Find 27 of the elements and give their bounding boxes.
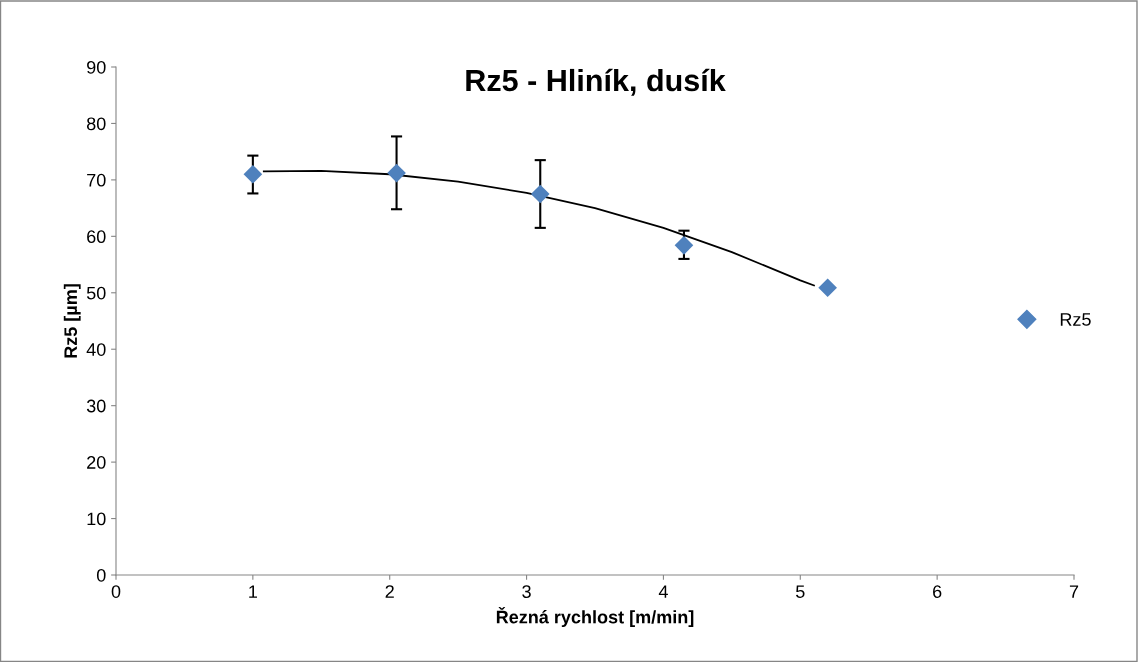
x-tick-label: 1 — [249, 585, 257, 598]
y-tick-label: 80 — [86, 117, 106, 131]
point — [818, 278, 837, 298]
x-tick-label: 7 — [1069, 585, 1079, 598]
chart-title: Rz5 - Hliník, dusík — [466, 68, 726, 96]
y-tick-label: 30 — [86, 399, 106, 413]
y-tick-label: 90 — [87, 60, 106, 74]
y-tick-label: 50 — [86, 286, 106, 300]
x-tick-label: 2 — [385, 585, 394, 598]
y-tick-label: 40 — [86, 343, 106, 356]
x-axis-title: Řezná rychlost [m/min] — [496, 607, 694, 628]
x-tick-label: 6 — [933, 585, 942, 598]
y-tick-label: 0 — [96, 568, 106, 582]
point — [387, 163, 406, 183]
y-axis-title: Rz5 [µm] — [63, 284, 81, 358]
y-tick-label: 70 — [87, 173, 106, 187]
y-tick-label: 20 — [87, 456, 106, 469]
legend-label: Rz5 — [1060, 313, 1091, 326]
x-tick-label: 5 — [795, 585, 805, 598]
point — [243, 164, 263, 184]
y-tick-label: 10 — [87, 512, 106, 526]
x-tick-label: 0 — [111, 585, 121, 598]
x-tick-label: 3 — [522, 585, 531, 598]
x-tick-label: 4 — [658, 585, 668, 598]
point — [674, 236, 694, 255]
point — [530, 184, 550, 204]
y-tick-label: 60 — [87, 230, 106, 244]
